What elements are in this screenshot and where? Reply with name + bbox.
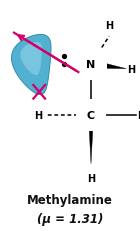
Text: N: N [86, 60, 96, 70]
Text: H: H [87, 173, 95, 183]
Text: (μ = 1.31): (μ = 1.31) [37, 212, 103, 225]
Text: C: C [87, 110, 95, 121]
Polygon shape [88, 116, 94, 164]
Polygon shape [11, 35, 51, 95]
Text: H: H [105, 20, 113, 30]
Text: Methylamine: Methylamine [27, 193, 113, 206]
Polygon shape [91, 61, 126, 69]
Text: H: H [128, 64, 136, 74]
Text: H: H [34, 110, 42, 121]
Text: H: H [137, 110, 140, 121]
Polygon shape [20, 43, 42, 76]
